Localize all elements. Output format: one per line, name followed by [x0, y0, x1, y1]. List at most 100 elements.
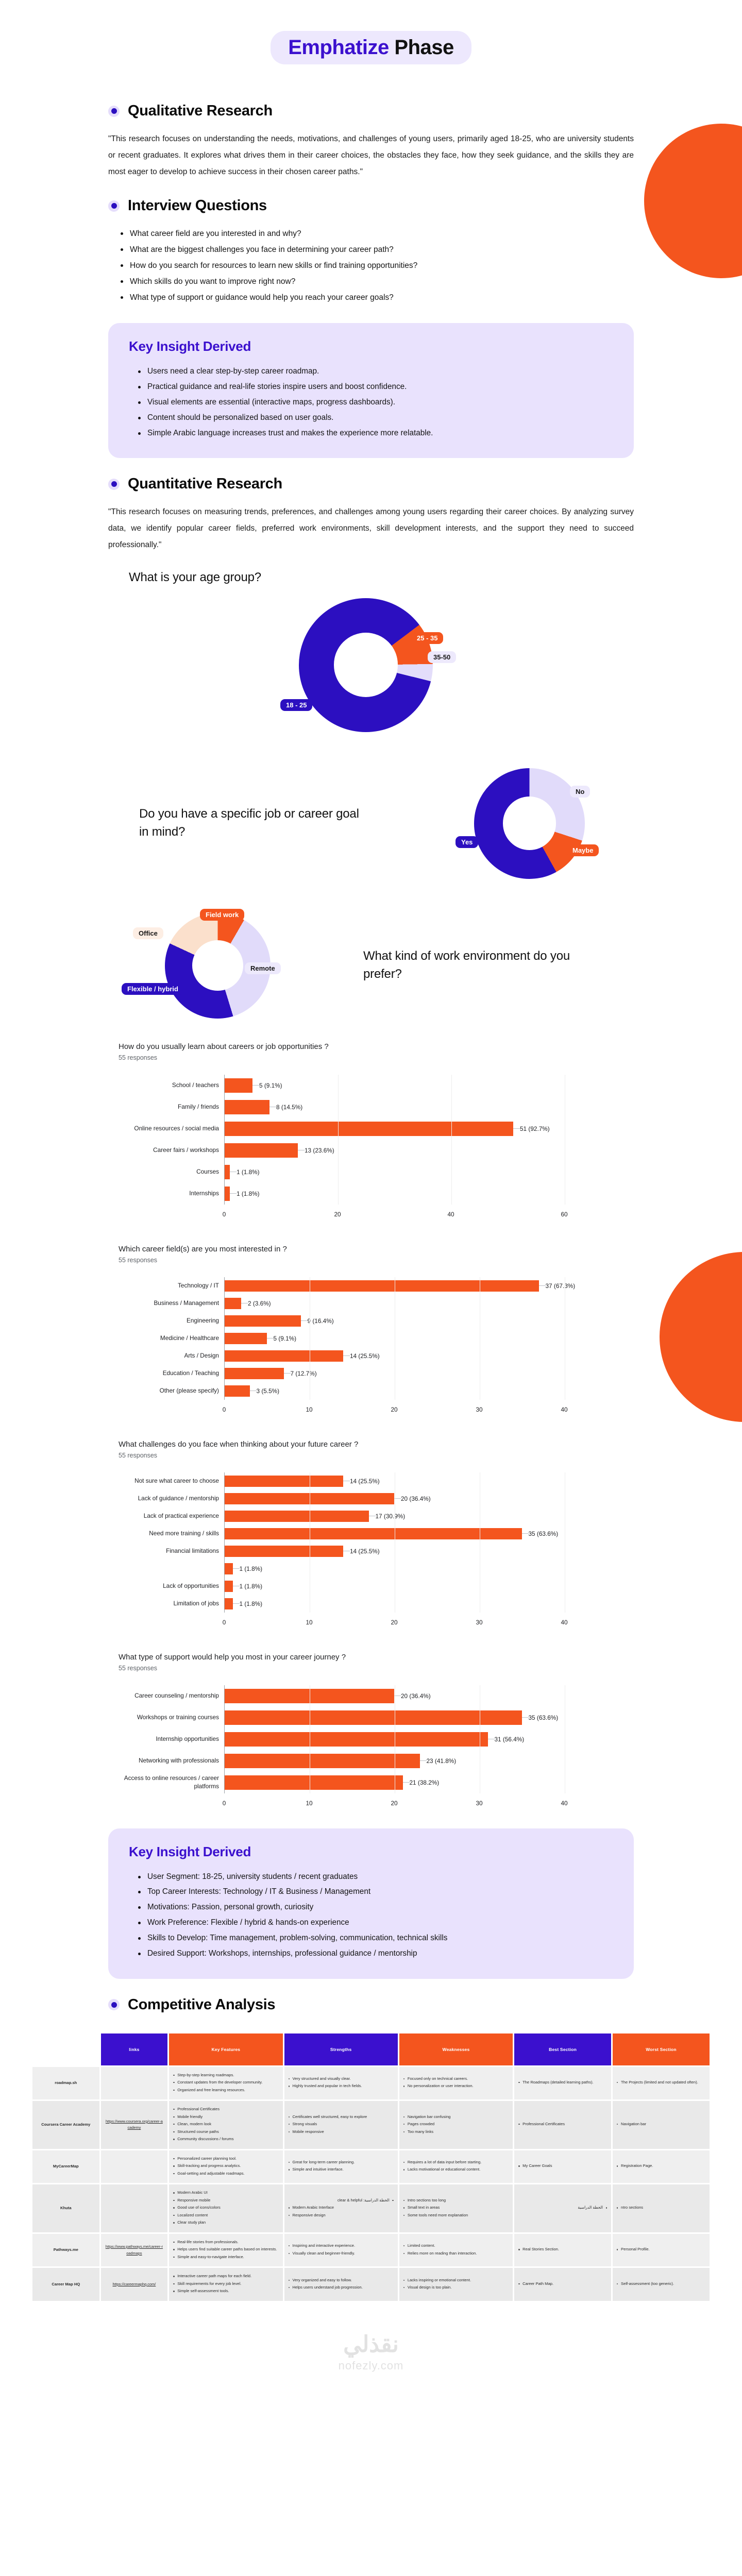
list-item: What are the biggest challenges you face…: [120, 242, 634, 258]
product-link[interactable]: https://www.coursera.org/career-academy: [105, 2119, 163, 2130]
bar-track: 20 (36.4%): [224, 1688, 634, 1703]
bar-row: Internship opportunities 31 (56.4%): [119, 1728, 634, 1750]
bar-category-label: Career fairs / workshops: [153, 1146, 219, 1154]
key-insight-card-2: Key Insight Derived User Segment: 18-25,…: [108, 1828, 634, 1979]
bar-track: 23 (41.8%): [224, 1753, 634, 1768]
list-item: Practical guidance and real-life stories…: [137, 379, 613, 395]
bar-category-label: Lack of practical experience: [143, 1512, 219, 1519]
axis-tick-label: 0: [222, 1405, 226, 1413]
list-item: Clear study plan: [173, 2219, 278, 2226]
cell-best-section: Real Stories Section.: [514, 2233, 612, 2267]
list-item: What career field are you interested in …: [120, 226, 634, 242]
list-item: Intro sections too long: [403, 2197, 509, 2204]
cell-link[interactable]: https://www.coursera.org/career-academy: [100, 2101, 168, 2149]
bar-value-label: 35 (63.6%): [528, 1714, 559, 1721]
cell-key-features: Modern Arabic UI Responsive mobile Good us…: [169, 2184, 283, 2232]
axis-tick-label: 0: [222, 1799, 226, 1807]
bar-category-label: Lack of opportunities: [163, 1582, 219, 1589]
bar-track: 35 (63.6%): [224, 1528, 634, 1539]
cell-weaknesses: Requires a lot of data input before star…: [399, 2150, 513, 2183]
bar-category-label: School / teachers: [172, 1081, 219, 1089]
barchart-2-title: Which career field(s) are you most inter…: [119, 1244, 287, 1253]
bar-category-label: Technology / IT: [178, 1281, 219, 1289]
bar-value-label: 1 (1.8%): [237, 1190, 260, 1197]
list-item: Real-life stories from professionals.: [173, 2239, 278, 2246]
list-item: Some tools need more explanation: [403, 2212, 509, 2219]
cell-weaknesses: Lacks inspiring or emotional content. Vis…: [399, 2268, 513, 2301]
cell-best-section: الخطة الدراسية: [514, 2184, 612, 2232]
list-item: Professional Certificates: [518, 2121, 607, 2128]
list-item: Modern Arabic Interface: [288, 2205, 394, 2211]
bar-value-label: 2 (3.6%): [248, 1299, 271, 1307]
bar-value-label: 8 (14.5%): [276, 1103, 303, 1111]
chart-career-fields: Which career field(s) are you most inter…: [0, 1245, 742, 1416]
bar-track: 2 (3.6%): [224, 1297, 634, 1309]
cell-link[interactable]: https://careermaphq.com/: [100, 2268, 168, 2301]
list-item: Users need a clear step-by-step career r…: [137, 364, 613, 379]
barchart-4: What type of support would help you most…: [108, 1653, 634, 1810]
bar-track: 9 (16.4%): [224, 1315, 634, 1327]
axis-tick-label: 20: [391, 1618, 398, 1626]
bar: [224, 1121, 513, 1136]
list-item: Small text in areas: [403, 2205, 509, 2211]
product-link[interactable]: https://www.pathways.me/career-roadmaps: [105, 2244, 163, 2256]
axis-tick-label: 10: [306, 1618, 313, 1626]
bar-value-label: 1 (1.8%): [237, 1168, 260, 1176]
section-qualitative-research: Qualitative Research "This research focu…: [0, 103, 742, 180]
donut-ring: [299, 598, 433, 732]
bullet-dot-icon: [108, 478, 120, 490]
bar-category-label: Access to online resources / career plat…: [124, 1774, 219, 1790]
col-header-key-features: Key Features: [169, 2033, 283, 2065]
bar-track: 7 (12.7%): [224, 1367, 634, 1379]
competitive-table-wrap: links Key Features Strengths Weaknesses …: [0, 2032, 742, 2302]
axis-tick-label: 30: [476, 1799, 483, 1807]
slice-label-flexible-hybrid: Flexible / hybrid: [122, 982, 184, 995]
bar-value-label: 1 (1.8%): [239, 1600, 263, 1607]
quantitative-heading-row: Quantitative Research: [108, 476, 634, 493]
section-interview-questions: Interview Questions What career field ar…: [0, 197, 742, 306]
chart-career-challenges: What challenges do you face when thinkin…: [0, 1440, 742, 1629]
list-item: Skills to Develop: Time management, prob…: [137, 1930, 613, 1946]
list-item: The Projects (limited and not updated of…: [617, 2079, 705, 2086]
table-row: Career Map HQ https://careermaphq.com/Int…: [32, 2268, 710, 2301]
list-item: The Roadmaps (detailed learning paths).: [518, 2079, 607, 2086]
bar-row: Career counseling / mentorship 20 (36.4%): [119, 1685, 634, 1707]
bar: [224, 1688, 394, 1703]
chart-learn-about-careers: How do you usually learn about careers o…: [0, 1042, 742, 1221]
quantitative-paragraph: "This research focuses on measuring tren…: [108, 507, 634, 549]
slice-label-no: No: [570, 785, 591, 798]
cell-link[interactable]: https://www.pathways.me/career-roadmaps: [100, 2233, 168, 2267]
bar-row: Workshops or training courses 35 (63.6%): [119, 1707, 634, 1728]
bar-value-label: 9 (16.4%): [307, 1317, 334, 1325]
bar: [224, 1297, 241, 1309]
list-item: Relies more on reading than interaction.: [403, 2250, 509, 2257]
bar: [224, 1099, 269, 1114]
bar-track: 31 (56.4%): [224, 1732, 634, 1747]
barchart-1-subtitle: 55 responses: [119, 1054, 158, 1061]
list-item: My Career Goals: [518, 2163, 607, 2170]
col-header-strengths: Strengths: [284, 2033, 398, 2065]
bar-row: Networking with professionals 23 (41.8%): [119, 1750, 634, 1772]
bar-leader-line: [300, 1320, 308, 1321]
bar-leader-line: [343, 1355, 350, 1357]
barchart-1-rows: School / teachers 5 (9.1%) Family / friend…: [119, 1074, 634, 1205]
bar-track: 8 (14.5%): [224, 1099, 634, 1114]
bar-track: 13 (23.6%): [224, 1143, 634, 1158]
cell-key-features: Interactive career path maps for each fi…: [169, 2268, 283, 2301]
slice-label-maybe: Maybe: [567, 844, 599, 857]
cell-worst-section: ntro sections: [613, 2184, 710, 2232]
list-item: Navigation bar confusing: [403, 2114, 509, 2121]
axis-tick-label: 60: [561, 1210, 568, 1218]
qualitative-paragraph: "This research focuses on understanding …: [108, 134, 634, 176]
table-row: Pathways.me https://www.pathways.me/caree…: [32, 2233, 710, 2267]
cell-key-features: Professional Certificates Mobile friendly…: [169, 2101, 283, 2149]
cell-worst-section: Navigation bar: [613, 2101, 710, 2149]
bar-value-label: 51 (92.7%): [520, 1125, 550, 1132]
list-item: Helps users understand job progression.: [288, 2284, 394, 2291]
product-link[interactable]: https://careermaphq.com/: [112, 2281, 156, 2286]
barchart-2-axis: 0 10 20 30 40: [119, 1405, 634, 1416]
barchart-2-subtitle: 55 responses: [119, 1256, 158, 1264]
bar: [224, 1545, 343, 1557]
cell-worst-section: Registration Page.: [613, 2150, 710, 2183]
bar: [224, 1580, 233, 1592]
